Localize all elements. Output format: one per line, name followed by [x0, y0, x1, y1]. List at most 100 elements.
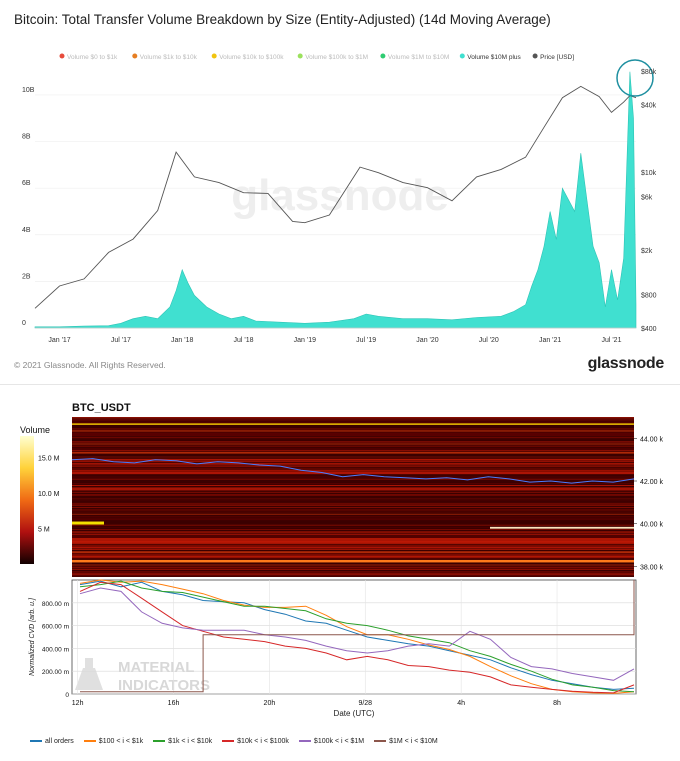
heatmap-band [72, 505, 634, 506]
heatmap-band [72, 520, 634, 522]
y-left-tick: 0 [22, 320, 26, 327]
legend-label: Volume $100k to $1M [305, 54, 368, 61]
legend-swatch-icon [222, 740, 235, 743]
heatmap-band [72, 483, 634, 485]
price-line [34, 85, 637, 309]
legend-label: Volume $0 to $1k [67, 54, 118, 61]
heatmap-band [72, 478, 634, 480]
legend-item-price-usd[interactable]: Price [USD] [532, 53, 575, 62]
legend-dot-icon [380, 53, 386, 59]
legend-swatch-icon [30, 740, 42, 743]
chart-title: Bitcoin: Total Transfer Volume Breakdown… [14, 12, 551, 27]
legend-label: Volume $10M plus [467, 54, 521, 61]
colorbar [20, 436, 34, 564]
heatmap-band-bright [72, 423, 634, 425]
y-right-axis: $400 $800 $2k $6k $10k $40k $80k [641, 69, 657, 333]
transfer-volume-chart: Volume $0 to $1k Volume $1k to $10k Volume… [22, 53, 657, 344]
heatmap-band [72, 491, 634, 493]
y-left-axis: 0 2B 4B 6B 8B 10B [22, 87, 35, 327]
legend-item-volume-10k-to-100k[interactable]: Volume $10k to $100k [211, 53, 285, 62]
legend-item-volume-0-to-1k[interactable]: Volume $0 to $1k [59, 53, 118, 62]
heatmap-band [72, 529, 634, 530]
cvd-y-tick: 600.00 m [42, 624, 69, 631]
cvd-xlabel: Date (UTC) [334, 709, 375, 718]
legend-dot-icon [211, 53, 217, 59]
heatmap-band [72, 419, 634, 421]
y-right-tick: $80k [641, 69, 657, 76]
heatmap-band [72, 436, 634, 439]
y-left-tick: 6B [22, 180, 31, 187]
heatmap-band-bright [72, 559, 634, 563]
heatmap-band [72, 568, 634, 570]
cvd-legend-item-10k-i-100k[interactable]: $10k < i < $100k [222, 738, 289, 745]
heatmap-bands [72, 417, 634, 577]
legend-item-volume-1m-to-10m[interactable]: Volume $1M to $10M [380, 53, 449, 62]
cvd-legend-item-1m-i-10m[interactable]: $1M < i < $10M [374, 738, 438, 745]
heatmap-band [72, 562, 634, 564]
cvd-watermark-line1: MATERIAL [118, 659, 194, 676]
heatmap-band [72, 507, 634, 508]
heatmap-band-bright [490, 526, 634, 529]
y-right-tick: $400 [641, 326, 657, 333]
heatmap-band [72, 522, 634, 525]
y-right-tick: $800 [641, 292, 657, 299]
heatmap-band [72, 443, 634, 445]
heatmap-band [72, 538, 634, 541]
legend-label: Volume $1k to $10k [140, 54, 198, 61]
cvd-legend-item-100-i-1k[interactable]: $100 < i < $1k [83, 738, 143, 745]
legend-item-volume-100k-to-1m[interactable]: Volume $100k to $1M [297, 53, 368, 62]
y-left-tick: 10B [22, 87, 35, 94]
legend-swatch-icon [374, 740, 387, 743]
heatmap-y-tick: 42.00 k [640, 479, 663, 486]
heatmap-band [72, 511, 634, 513]
heatmap-band [72, 509, 634, 511]
heatmap-band [72, 439, 634, 441]
heatmap-band [72, 566, 634, 569]
cvd-legend-item-all-orders[interactable]: all orders [30, 738, 74, 745]
heatmap-band [72, 498, 634, 500]
copyright-text: © 2021 Glassnode. All Rights Reserved. [14, 360, 166, 370]
heatmap-band [72, 472, 634, 475]
cvd-y-axis: 0 200.00 m 400.00 m 600.00 m 800.00 m [42, 601, 69, 699]
heatmap-band [72, 428, 634, 430]
legend-label: all orders [45, 738, 74, 745]
cvd-legend-item-100k-i-1m[interactable]: $100k < i < $1M [298, 738, 364, 745]
x-tick: Jul '18 [234, 337, 254, 344]
heatmap-band [72, 575, 634, 577]
x-tick: Jan '17 [48, 337, 70, 344]
heatmap-band [72, 533, 634, 536]
cvd-series-lines [79, 579, 635, 694]
cvd-watermark-line2: INDICATORS [118, 677, 210, 694]
heatmap-band [72, 432, 634, 435]
y-left-tick: 8B [22, 134, 31, 141]
heatmap-band [72, 553, 634, 556]
x-axis: Jan '17 Jul '17 Jan '18 Jul '18 Jan '19 Jul '… [35, 327, 636, 344]
heatmap-band [72, 474, 634, 476]
heatmap-band [72, 540, 634, 543]
colorbar-ticks: 15.0 M 10.0 M 5 M [38, 455, 60, 533]
heatmap-band [72, 454, 634, 456]
cvd-legend-item-1k-i-10k[interactable]: $1k < i < $10k [153, 738, 212, 745]
heatmap-price-line [71, 458, 635, 484]
cvd-x-tick: 16h [168, 700, 180, 707]
heatmap-band [72, 535, 634, 538]
cvd-x-tick: 4h [457, 700, 465, 707]
legend-dot-icon [59, 53, 65, 59]
x-tick: Jan '18 [171, 337, 193, 344]
brand-logo: glassnode [587, 355, 665, 372]
x-tick: Jul '21 [601, 337, 621, 344]
legend-item-volume-10m-plus[interactable]: Volume $10M plus [459, 53, 522, 62]
legend-swatch-icon [153, 740, 166, 743]
cvd-line-100k-i-1m [79, 587, 635, 681]
colorbar-tick: 10.0 M [38, 491, 60, 498]
heatmap-band [72, 502, 634, 505]
heatmap-band [72, 500, 634, 502]
cvd-x-tick: 12h [72, 700, 84, 707]
heatmap-band [72, 480, 634, 482]
legend-label: $1k < i < $10k [168, 738, 213, 745]
legend-item-volume-1k-to-10k[interactable]: Volume $1k to $10k [132, 53, 198, 62]
x-tick: Jan '21 [539, 337, 561, 344]
cvd-x-tick: 9/28 [358, 700, 372, 707]
heatmap-band [72, 542, 634, 544]
legend-label: Volume $10k to $100k [219, 54, 284, 61]
